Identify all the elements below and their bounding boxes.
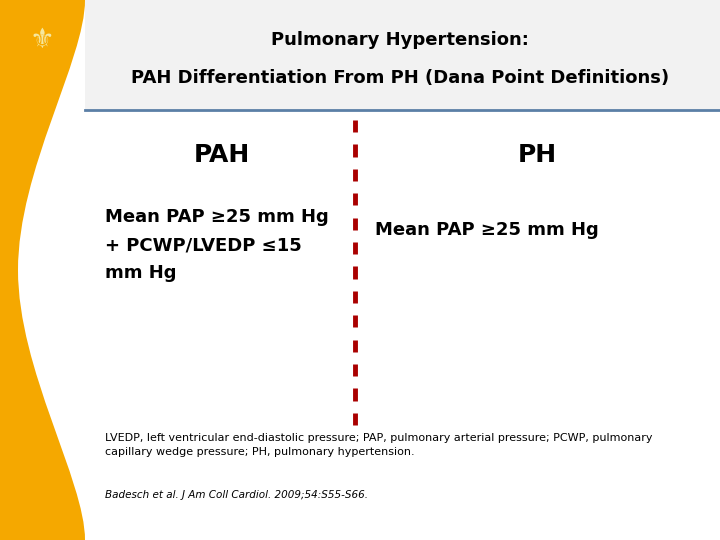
- Text: Mean PAP ≥25 mm Hg: Mean PAP ≥25 mm Hg: [375, 221, 599, 239]
- Text: Pulmonary Hypertension:: Pulmonary Hypertension:: [271, 31, 529, 49]
- Text: PAH: PAH: [194, 143, 250, 167]
- Text: Badesch et al. J Am Coll Cardiol. 2009;54:S55-S66.: Badesch et al. J Am Coll Cardiol. 2009;5…: [105, 490, 368, 500]
- Text: Mean PAP ≥25 mm Hg
+ PCWP/LVEDP ≤15
mm Hg: Mean PAP ≥25 mm Hg + PCWP/LVEDP ≤15 mm H…: [105, 208, 329, 282]
- Text: ⚜: ⚜: [30, 26, 55, 54]
- PathPatch shape: [0, 0, 85, 540]
- Text: PAH Differentiation From PH (Dana Point Definitions): PAH Differentiation From PH (Dana Point …: [131, 69, 669, 87]
- Text: LVEDP, left ventricular end-diastolic pressure; PAP, pulmonary arterial pressure: LVEDP, left ventricular end-diastolic pr…: [105, 433, 652, 457]
- Bar: [85, 0, 720, 110]
- Text: PH: PH: [518, 143, 557, 167]
